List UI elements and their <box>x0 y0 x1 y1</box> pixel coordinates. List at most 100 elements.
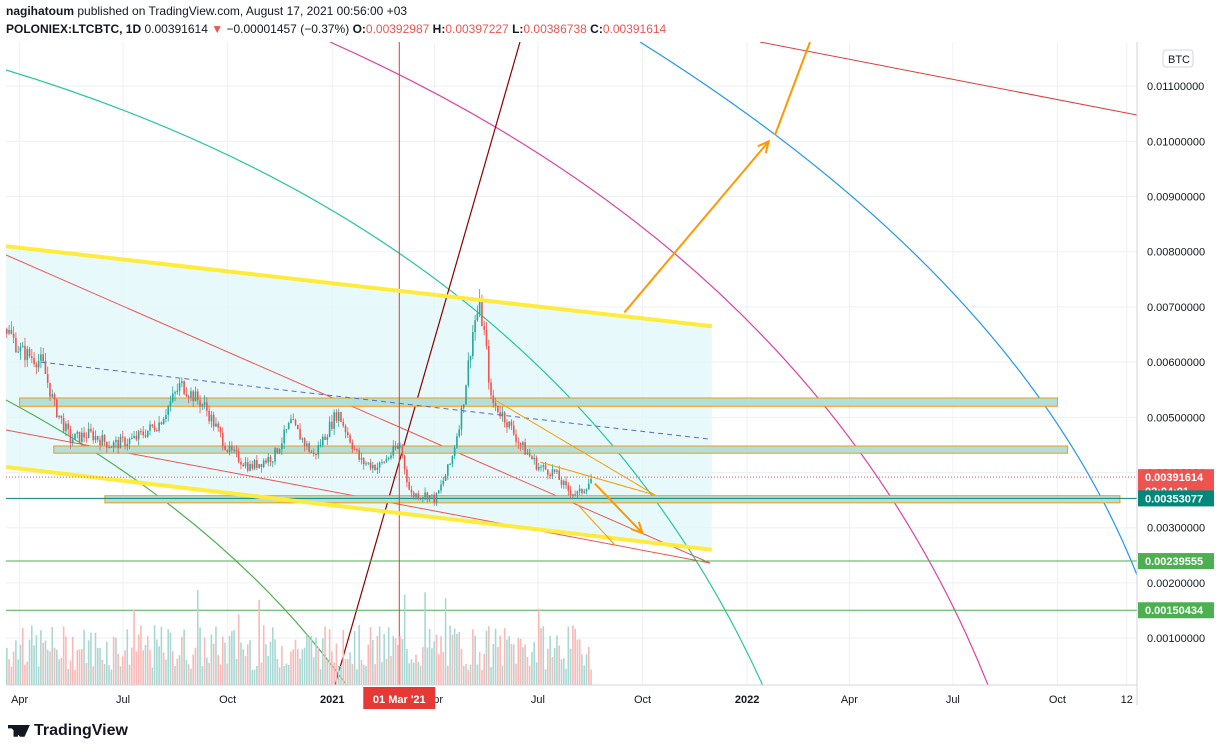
volume-bar-50 <box>119 666 122 685</box>
volume-bar-28 <box>69 660 72 685</box>
price-label-3: 0.00150434 <box>1145 605 1204 617</box>
candle-body-30 <box>74 433 76 440</box>
candle-body-1 <box>8 329 10 334</box>
tradingview-brand[interactable]: TradingView <box>8 722 128 740</box>
volume-bar-125 <box>290 651 292 685</box>
volume-bar-57 <box>135 651 138 685</box>
candle-body-161 <box>372 465 374 469</box>
volume-bar-136 <box>315 637 317 685</box>
candle-body-28 <box>69 429 72 443</box>
volume-bar-153 <box>353 630 356 685</box>
volume-bar-145 <box>335 643 338 685</box>
symbol-label[interactable]: POLONIEX:LTCBTC, 1D <box>6 22 142 36</box>
volume-bar-176 <box>406 648 408 685</box>
candle-body-99 <box>231 445 233 451</box>
volume-bar-157 <box>362 664 365 685</box>
candle-body-156 <box>360 458 363 460</box>
candle-body-107 <box>249 463 251 471</box>
candle-body-35 <box>85 437 88 439</box>
candle-body-158 <box>365 463 367 465</box>
candle-body-143 <box>331 421 333 429</box>
volume-bar-185 <box>426 647 429 685</box>
candle-body-13 <box>35 364 38 368</box>
candle-body-179 <box>412 492 415 497</box>
volume-bar-97 <box>226 663 229 685</box>
tradingview-logo-icon <box>8 724 30 737</box>
trendline-dashed <box>41 361 712 440</box>
candle-body-163 <box>376 467 379 471</box>
volume-bar-197 <box>453 628 456 685</box>
volume-bar-93 <box>217 654 220 685</box>
candle-body-46 <box>110 446 113 448</box>
candle-body-205 <box>472 332 474 357</box>
volume-bar-126 <box>292 649 295 685</box>
candle-body-247 <box>567 485 570 491</box>
volume-bar-216 <box>497 647 499 685</box>
volume-bar-56 <box>133 609 135 685</box>
x-tick-label-5: Jul <box>531 694 545 706</box>
volume-bar-226 <box>519 638 522 685</box>
volume-bar-6 <box>19 644 22 685</box>
candle-body-115 <box>267 456 270 463</box>
volume-bar-182 <box>419 665 422 685</box>
candle-body-102 <box>237 451 240 462</box>
volume-bar-232 <box>533 641 536 685</box>
candle-body-45 <box>108 446 110 448</box>
volume-bar-127 <box>294 639 297 685</box>
volume-bar-58 <box>137 634 140 685</box>
volume-bar-98 <box>228 636 231 685</box>
candle-body-58 <box>137 431 140 440</box>
candle-body-71 <box>167 406 170 416</box>
candle-body-109 <box>253 460 256 469</box>
candle-body-111 <box>258 464 260 468</box>
candle-body-92 <box>215 423 217 427</box>
volume-bar-235 <box>540 628 542 685</box>
volume-bar-96 <box>224 642 226 685</box>
candle-body-100 <box>233 449 235 451</box>
volume-bar-53 <box>126 629 129 685</box>
volume-bar-23 <box>58 659 60 685</box>
candle-body-170 <box>392 445 395 456</box>
candle-body-27 <box>67 423 69 430</box>
candle-body-164 <box>378 462 381 468</box>
candle-body-144 <box>333 412 335 429</box>
volume-bar-148 <box>342 629 345 685</box>
volume-bar-2 <box>10 666 13 685</box>
arrowhead-arrow-up <box>757 139 771 154</box>
candle-body-29 <box>71 439 74 443</box>
volume-bar-16 <box>42 642 44 685</box>
candle-body-37 <box>90 428 92 432</box>
volume-bar-20 <box>51 627 54 685</box>
volume-bar-222 <box>510 643 513 685</box>
candle-body-217 <box>499 412 501 417</box>
volume-bar-115 <box>267 656 270 685</box>
volume-bar-238 <box>547 648 549 685</box>
volume-bar-184 <box>424 592 426 685</box>
volume-bar-164 <box>378 626 381 685</box>
candle-body-104 <box>242 464 245 467</box>
volume-bar-35 <box>85 663 88 685</box>
candle-body-240 <box>551 469 554 477</box>
candle-body-106 <box>246 462 249 471</box>
close-label: C: <box>590 22 603 36</box>
volume-bar-248 <box>569 648 572 685</box>
author-name[interactable]: nagihatoum <box>6 4 74 18</box>
volume-bar-22 <box>56 649 58 685</box>
volume-bar-59 <box>140 625 142 685</box>
volume-bar-224 <box>515 663 517 685</box>
volume-bar-198 <box>456 634 458 685</box>
x-tick-label-11: 12 <box>1121 694 1133 706</box>
volume-bar-52 <box>124 650 126 685</box>
volume-bar-111 <box>258 599 260 685</box>
candle-body-49 <box>117 439 119 449</box>
volume-bar-49 <box>117 653 119 685</box>
y-tick-label-9: 0.01000000 <box>1147 136 1205 148</box>
volume-bar-12 <box>33 645 35 685</box>
candle-body-17 <box>44 361 47 375</box>
candle-body-167 <box>385 458 388 463</box>
candle-body-193 <box>444 475 447 481</box>
volume-bar-42 <box>101 659 104 685</box>
volume-bar-170 <box>392 635 395 685</box>
price-label-1: 0.00353077 <box>1145 493 1203 505</box>
